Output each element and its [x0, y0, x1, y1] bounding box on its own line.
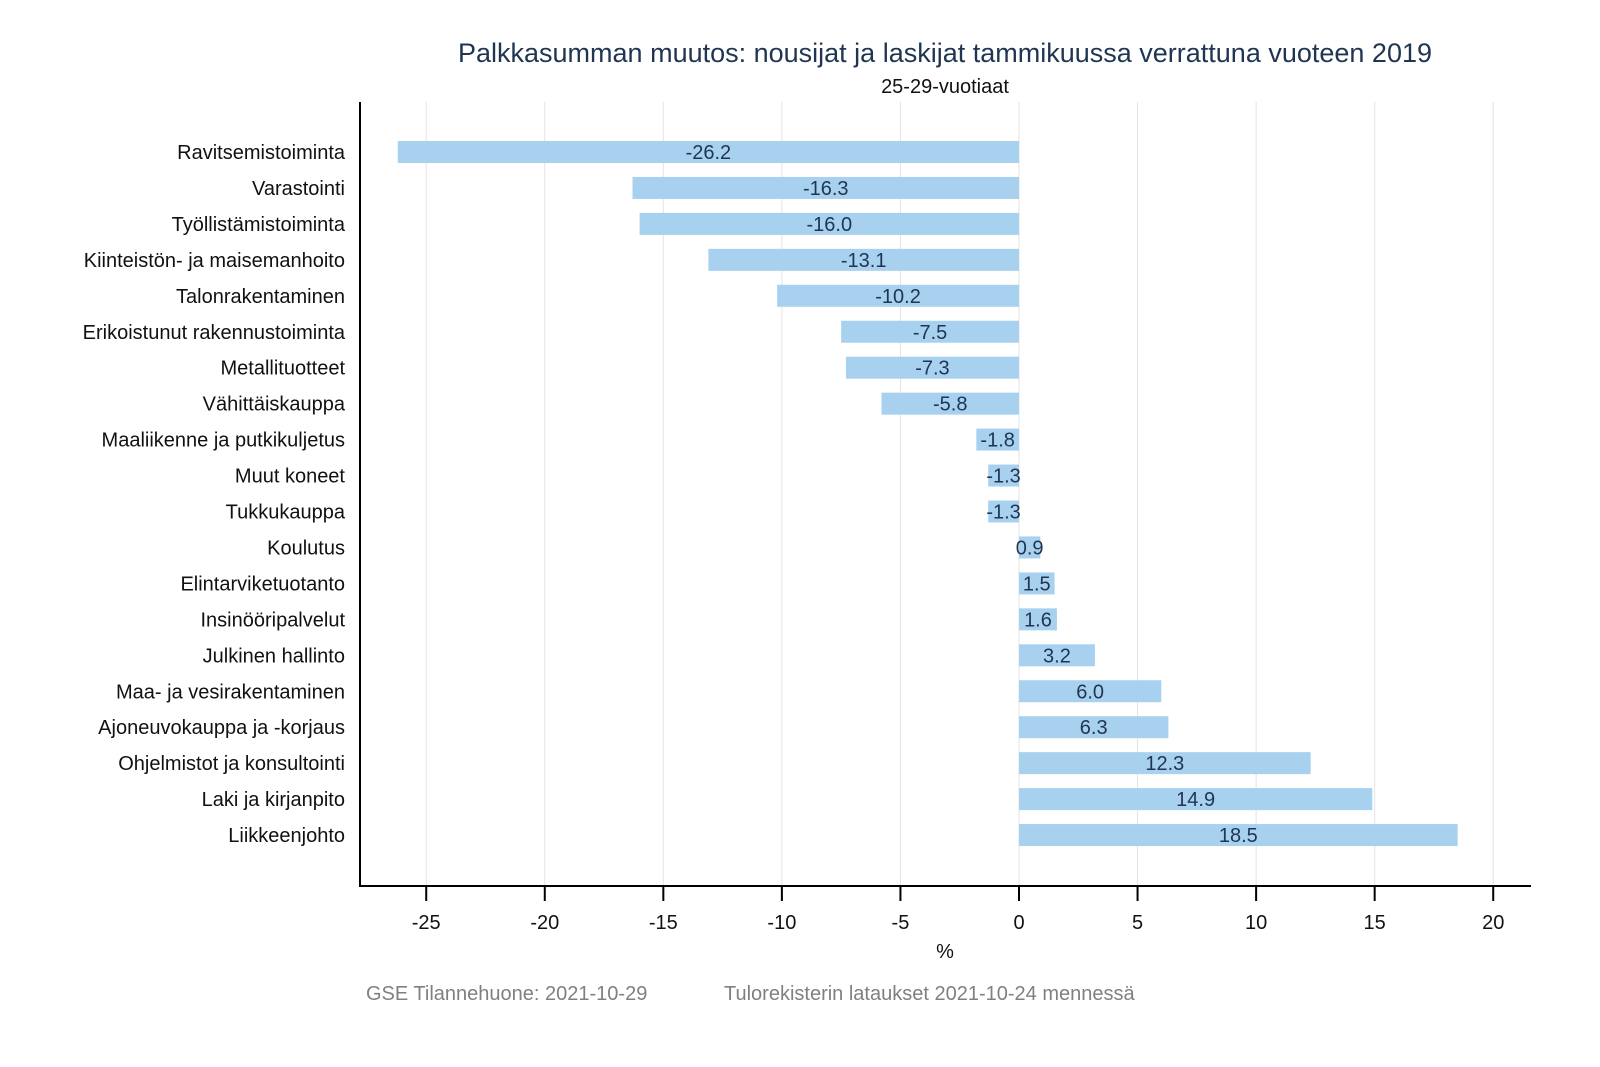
bar	[976, 428, 1019, 451]
category-label: Insinööripalvelut	[200, 609, 345, 631]
category-label: Maaliikenne ja putkikuljetus	[102, 430, 345, 452]
x-tick-label: -10	[767, 912, 796, 934]
category-label: Laki ja kirjanpito	[202, 789, 345, 811]
bar	[1019, 716, 1169, 739]
bar	[1019, 644, 1095, 667]
bar-value-label: 0.9	[1016, 537, 1044, 559]
chart-subtitle: 25-29-vuotiaat	[881, 76, 1009, 98]
bar-value-label: -1.3	[986, 466, 1020, 488]
x-tick-label: 0	[1013, 912, 1024, 934]
x-tick-label: -25	[412, 912, 441, 934]
bar-value-label: -1.8	[980, 430, 1014, 452]
bar	[845, 356, 1019, 379]
category-label: Muut koneet	[235, 466, 346, 488]
category-label: Ajoneuvokauppa ja -korjaus	[98, 717, 345, 739]
category-label: Ravitsemistoiminta	[177, 142, 346, 164]
category-label: Maa- ja vesirakentaminen	[116, 681, 345, 703]
bar-value-labels: -26.2 -16.3 -16.0 -13.1 -10.2 -7.5 -7.3 -5.8 -1.…	[686, 142, 1258, 847]
category-label: Varastointi	[252, 178, 345, 200]
bar	[777, 284, 1019, 307]
bar-value-label: 6.3	[1080, 717, 1108, 739]
x-tick-label: -15	[649, 912, 678, 934]
bar-value-label: 18.5	[1219, 825, 1258, 847]
category-label: Erikoistunut rakennustoiminta	[83, 322, 346, 344]
category-label: Talonrakentaminen	[176, 286, 345, 308]
bar	[841, 320, 1019, 343]
category-label: Metallituotteet	[220, 358, 345, 380]
bar-value-label: -5.8	[933, 394, 967, 416]
category-labels: Ravitsemistoiminta Varastointi Työllistämi…	[83, 142, 346, 847]
bar	[1019, 824, 1458, 847]
bar-value-label: 1.5	[1023, 573, 1051, 595]
bar	[881, 392, 1019, 415]
bar-value-label: -1.3	[986, 502, 1020, 524]
category-label: Vähittäiskauppa	[203, 394, 346, 416]
footer-source: GSE Tilannehuone: 2021-10-29	[366, 983, 647, 1005]
bar	[708, 248, 1019, 271]
bar-value-label: 12.3	[1145, 753, 1184, 775]
category-label: Koulutus	[267, 537, 345, 559]
bar	[639, 212, 1019, 235]
bars	[397, 141, 1458, 847]
category-label: Liikkeenjohto	[228, 825, 345, 847]
bar	[1019, 788, 1373, 811]
bar	[1019, 608, 1057, 631]
chart-title: Palkkasumman muutos: nousijat ja laskija…	[458, 38, 1432, 68]
bar-value-label: -13.1	[841, 250, 887, 272]
category-label: Kiinteistön- ja maisemanhoito	[84, 250, 345, 272]
category-label: Tukkukauppa	[226, 502, 346, 524]
bar	[632, 176, 1019, 199]
bar	[1019, 536, 1041, 559]
bar	[988, 464, 1019, 487]
bar	[1019, 752, 1311, 775]
bar	[1019, 572, 1055, 595]
bar-value-label: -10.2	[875, 286, 921, 308]
category-label: Ohjelmistot ja konsultointi	[118, 753, 345, 775]
x-tick-label: 5	[1132, 912, 1143, 934]
category-label: Työllistämistoiminta	[172, 214, 346, 236]
x-tick-label: -20	[530, 912, 559, 934]
footer-note: Tulorekisterin lataukset 2021-10-24 menn…	[724, 983, 1135, 1005]
category-label: Julkinen hallinto	[203, 645, 345, 667]
bar	[397, 141, 1019, 163]
x-axis-label: %	[936, 941, 954, 963]
x-tick-label: 10	[1245, 912, 1267, 934]
x-axis-ticks: -25 -20 -15 -10 -5 0 5 10 15 20	[412, 886, 1504, 934]
bar	[1019, 680, 1162, 703]
bar-value-label: -16.3	[803, 178, 849, 200]
bar-value-label: 3.2	[1043, 645, 1071, 667]
bar-value-label: 1.6	[1024, 609, 1052, 631]
bar-value-label: 14.9	[1176, 789, 1215, 811]
x-tick-label: 20	[1482, 912, 1504, 934]
x-tick-label: -5	[892, 912, 910, 934]
bar-value-label: -7.3	[915, 358, 949, 380]
bar-value-label: -7.5	[913, 322, 947, 344]
bar	[988, 500, 1019, 523]
x-tick-label: 15	[1364, 912, 1386, 934]
bar-value-label: -26.2	[686, 142, 732, 164]
bar-value-label: 6.0	[1076, 681, 1104, 703]
category-label: Elintarviketuotanto	[180, 573, 345, 595]
bar-value-label: -16.0	[807, 214, 853, 236]
